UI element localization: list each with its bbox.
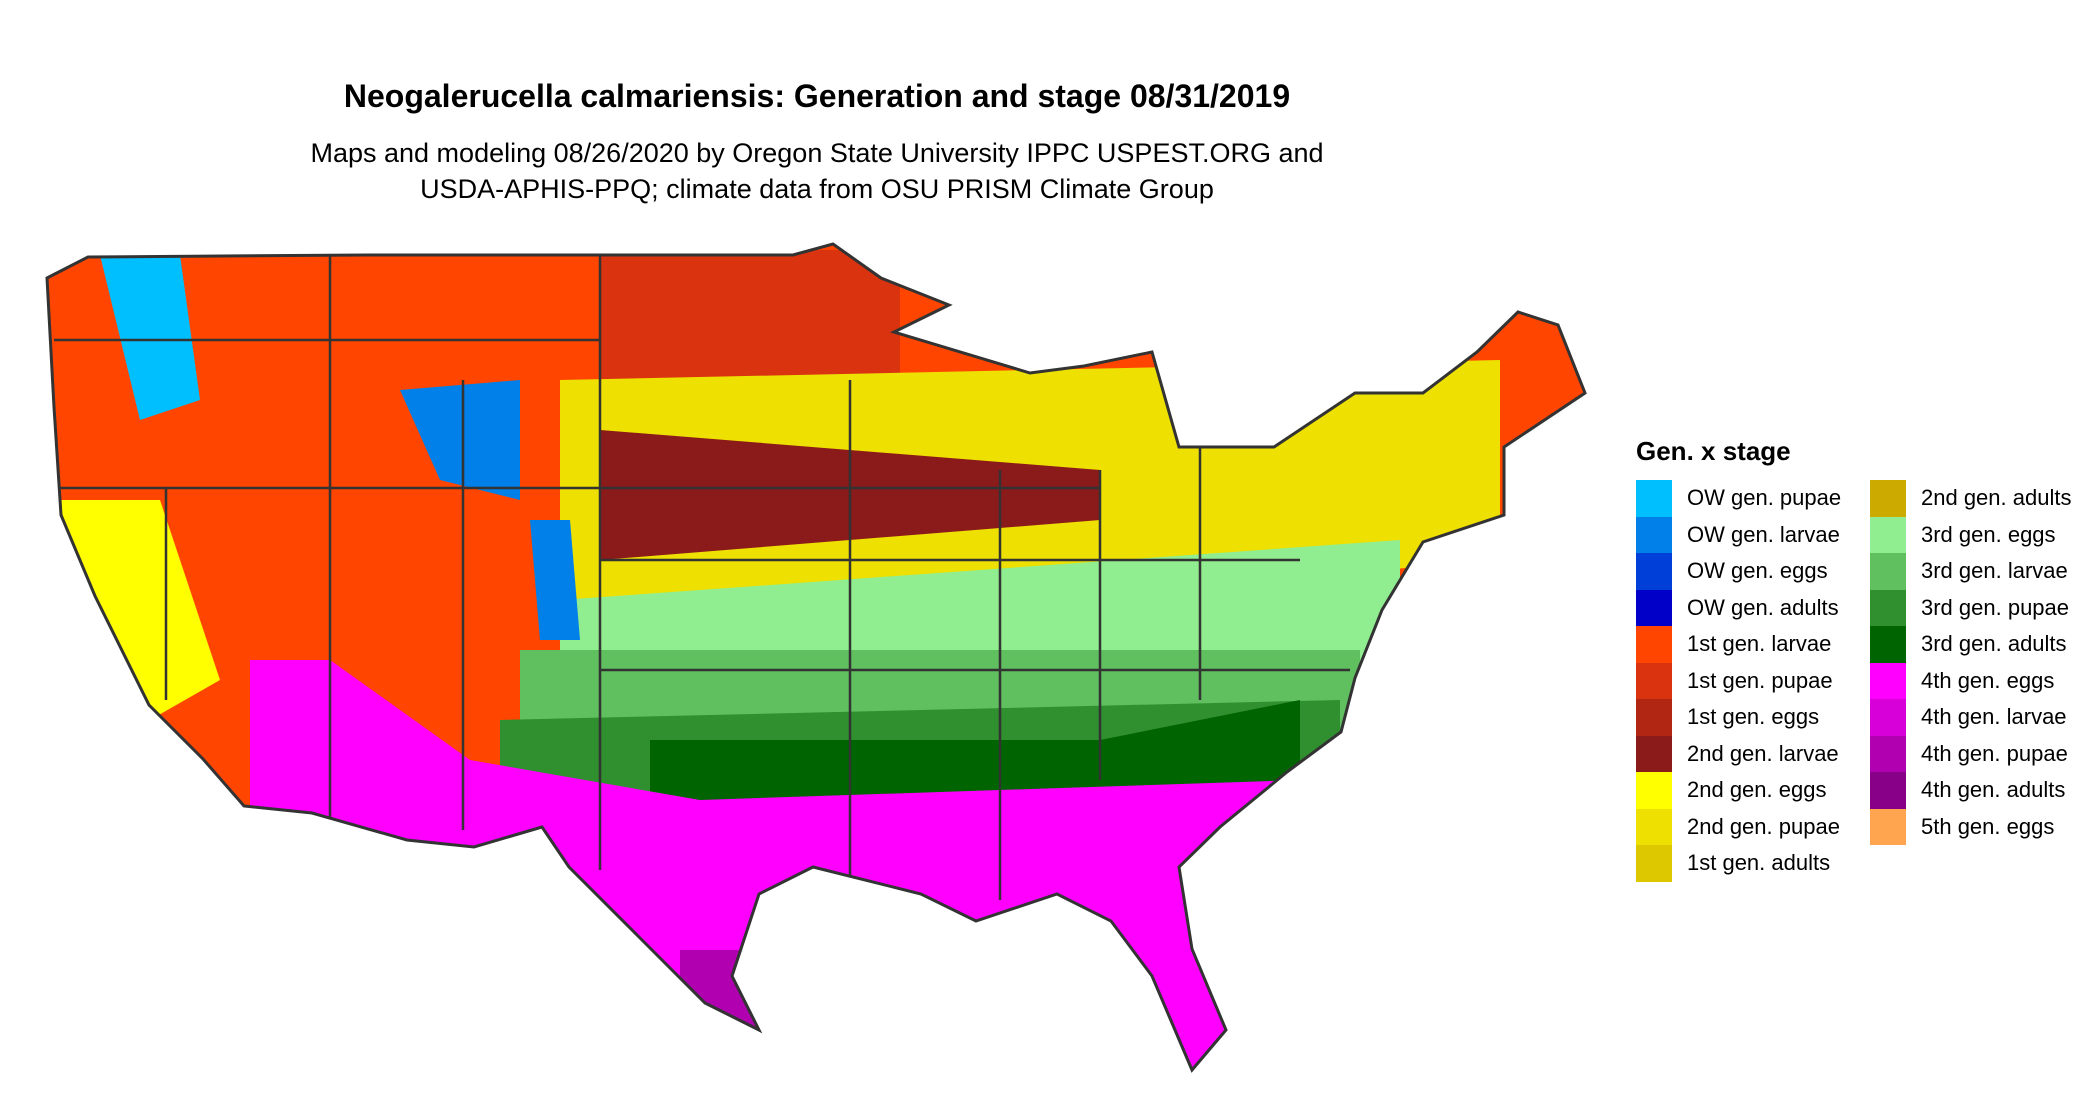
legend-swatch — [1870, 808, 1906, 845]
legend-label: 4th gen. pupae — [1921, 740, 2068, 766]
legend-swatch — [1870, 772, 1906, 809]
legend-swatch — [1870, 516, 1906, 553]
legend-swatch — [1636, 516, 1672, 553]
legend-label: 4th gen. eggs — [1921, 667, 2055, 693]
legend-label: 1st gen. pupae — [1687, 667, 1833, 693]
legend-item: 1st gen. adults — [1636, 845, 1830, 882]
legend-label: 2nd gen. larvae — [1687, 740, 1839, 766]
legend-label: 1st gen. adults — [1687, 850, 1831, 876]
legend-item: 2nd gen. eggs — [1636, 772, 1826, 809]
legend-item: 2nd gen. adults — [1870, 480, 2071, 517]
chart-subtitle-line-1: Maps and modeling 08/26/2020 by Oregon S… — [310, 138, 1324, 168]
legend-item: 4th gen. adults — [1870, 772, 2065, 809]
region-ow-gen-larvae-2 — [530, 520, 580, 640]
legend-swatch — [1870, 589, 1906, 626]
legend-item: 2nd gen. pupae — [1636, 808, 1840, 845]
state-borders — [54, 255, 1350, 900]
legend-swatch — [1636, 553, 1672, 590]
legend-swatch — [1870, 662, 1906, 699]
legend-swatch — [1636, 735, 1672, 772]
legend-swatch — [1636, 662, 1672, 699]
legend-swatch — [1870, 553, 1906, 590]
legend-swatch — [1870, 699, 1906, 736]
legend-label: 5th gen. eggs — [1921, 813, 2055, 839]
legend-item: 3rd gen. pupae — [1870, 589, 2070, 626]
legend-swatch — [1636, 626, 1672, 663]
region-ow-gen-larvae — [400, 380, 520, 500]
legend-label: 2nd gen. eggs — [1687, 777, 1827, 803]
legend-label: OW gen. pupae — [1687, 485, 1842, 511]
legend-label: 1st gen. larvae — [1687, 631, 1832, 657]
legend-swatch — [1636, 589, 1672, 626]
legend-item: 1st gen. pupae — [1636, 662, 1833, 699]
legend-item: 3rd gen. larvae — [1870, 553, 2068, 590]
legend-item: OW gen. larvae — [1636, 516, 1840, 553]
legend-item: OW gen. adults — [1636, 589, 1839, 626]
legend-label: 3rd gen. pupae — [1921, 594, 2070, 620]
legend-item: OW gen. pupae — [1636, 480, 1841, 517]
legend-item: 2nd gen. larvae — [1636, 735, 1839, 772]
legend-item: 1st gen. eggs — [1636, 699, 1819, 736]
legend-item: 3rd gen. adults — [1870, 626, 2067, 663]
legend-label: 4th gen. adults — [1921, 777, 2066, 803]
legend-swatch — [1870, 626, 1906, 663]
legend-title: Gen. x stage — [1636, 436, 1791, 466]
legend-swatch — [1636, 480, 1672, 517]
legend-label: 2nd gen. adults — [1921, 485, 2072, 511]
legend-swatch — [1636, 845, 1672, 882]
legend-label: 1st gen. eggs — [1687, 704, 1820, 730]
legend-label: 4th gen. larvae — [1921, 704, 2067, 730]
legend-label: 3rd gen. eggs — [1921, 521, 2056, 547]
chart-subtitle-line-2: USDA-APHIS-PPQ; climate data from OSU PR… — [420, 174, 1214, 204]
legend-swatch — [1870, 480, 1906, 517]
region-4th-gen-pupae — [680, 950, 800, 1070]
legend-item: OW gen. eggs — [1636, 553, 1828, 590]
legend-item: 5th gen. eggs — [1870, 808, 2055, 845]
region-2nd-gen-eggs — [60, 500, 220, 720]
legend-item: 4th gen. larvae — [1870, 699, 2067, 736]
legend-label: OW gen. adults — [1687, 594, 1839, 620]
legend-item: 3rd gen. eggs — [1870, 516, 2056, 553]
region-ow-gen-pupae — [100, 255, 200, 420]
chart-title: Neogalerucella calmariensis: Generation … — [343, 78, 1291, 114]
legend-label: OW gen. eggs — [1687, 558, 1828, 584]
legend-label: 2nd gen. pupae — [1687, 813, 1840, 839]
legend-swatch — [1636, 808, 1672, 845]
legend-swatch — [1636, 699, 1672, 736]
legend-label: OW gen. larvae — [1687, 521, 1840, 547]
legend-swatch — [1870, 735, 1906, 772]
legend-item: 1st gen. larvae — [1636, 626, 1831, 663]
legend-label: 3rd gen. adults — [1921, 631, 2067, 657]
legend-item: 4th gen. eggs — [1870, 662, 2055, 699]
legend-item: 4th gen. pupae — [1870, 735, 2068, 772]
legend-label: 3rd gen. larvae — [1921, 558, 2068, 584]
legend-swatch — [1636, 772, 1672, 809]
